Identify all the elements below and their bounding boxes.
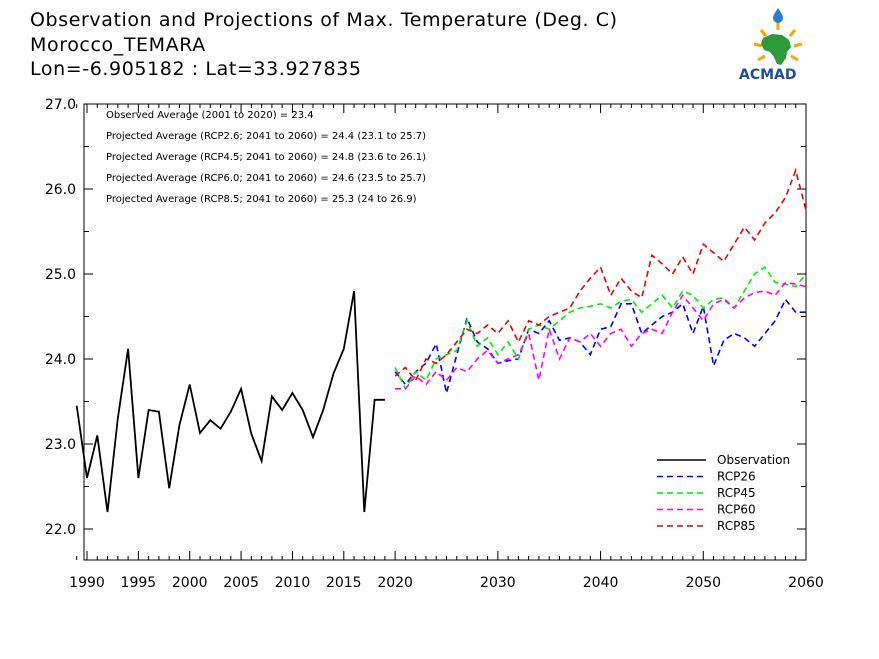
legend-label-rcp45: RCP45: [717, 486, 756, 500]
legend-label-rcp85: RCP85: [717, 519, 756, 533]
coordinates: Lon=-6.905182 : Lat=33.927835: [30, 58, 362, 80]
x-tick-label: 2060: [788, 575, 824, 591]
location-name: Morocco_TEMARA: [30, 34, 206, 56]
series-line-observation: [75, 290, 385, 513]
note-rcp45-average: Projected Average (RCP4.5; 2041 to 2060)…: [106, 152, 426, 163]
x-tick-label: 2015: [326, 575, 362, 591]
y-tick-label: 27.0: [45, 97, 76, 113]
legend: Observation RCP26 RCP45 RCP60 RCP85: [657, 453, 790, 533]
x-tick-label: 2020: [377, 575, 413, 591]
title-block: Observation and Projections of Max. Temp…: [30, 9, 618, 80]
note-rcp60-average: Projected Average (RCP6.0; 2041 to 2060)…: [106, 173, 426, 184]
note-rcp85-average: Projected Average (RCP8.5; 2041 to 2060)…: [106, 194, 417, 205]
x-tick-label: 1990: [69, 575, 105, 591]
sun-rays-icon: [753, 22, 803, 62]
acmad-logo: ACMAD: [739, 8, 803, 83]
legend-label-rcp60: RCP60: [717, 503, 756, 517]
y-axis: 22.0 23.0 24.0 25.0 26.0 27.0: [45, 97, 806, 538]
x-tick-label: 2040: [583, 575, 619, 591]
x-tick-label: 2030: [480, 575, 516, 591]
series-layer: [75, 167, 807, 513]
x-tick-label: 2000: [172, 575, 208, 591]
series-line-rcp85: [394, 167, 807, 382]
water-drop-icon: [773, 8, 783, 23]
x-tick-label: 2050: [685, 575, 721, 591]
x-axis: 1990 1995 2000 2005 2010 2015 2020 2030 2040 2050…: [69, 104, 824, 591]
y-tick-label: 24.0: [45, 352, 76, 368]
y-tick-label: 22.0: [45, 522, 76, 538]
x-tick-label: 2005: [223, 575, 259, 591]
y-tick-label: 25.0: [45, 267, 76, 283]
plot-frame: [83, 103, 807, 561]
x-tick-label: 1995: [121, 575, 157, 591]
y-tick-label: 26.0: [45, 182, 76, 198]
africa-map-icon: [761, 34, 791, 65]
chart-title: Observation and Projections of Max. Temp…: [30, 9, 618, 31]
series-line-rcp45: [394, 266, 807, 391]
note-rcp26-average: Projected Average (RCP2.6; 2041 to 2060)…: [106, 131, 426, 142]
y-tick-label: 23.0: [45, 437, 76, 453]
average-notes: Observed Average (2001 to 2020) = 23.4 P…: [106, 110, 426, 205]
legend-label-observation: Observation: [717, 453, 790, 467]
x-tick-label: 2010: [275, 575, 311, 591]
legend-label-rcp26: RCP26: [717, 470, 756, 484]
note-observed-average: Observed Average (2001 to 2020) = 23.4: [106, 110, 314, 121]
logo-text: ACMAD: [739, 67, 797, 83]
series-line-rcp60: [395, 281, 807, 390]
